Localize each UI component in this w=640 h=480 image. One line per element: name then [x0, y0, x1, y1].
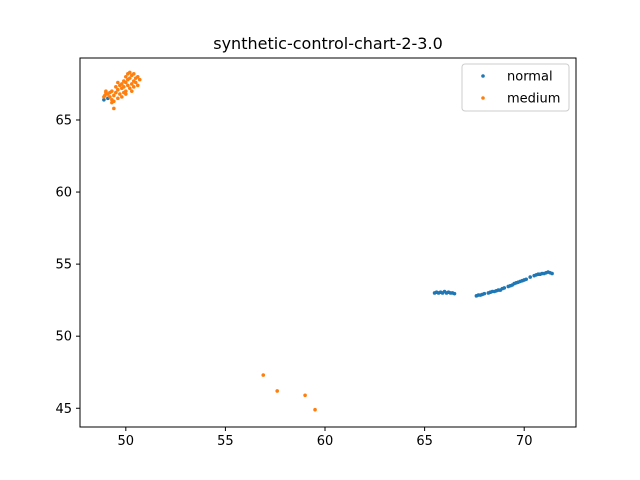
medium-point: [118, 92, 122, 96]
chart-title: synthetic-control-chart-2-3.0: [213, 34, 443, 53]
medium-point: [124, 80, 128, 85]
medium-point: [137, 77, 142, 82]
medium-point: [261, 373, 266, 377]
medium-point: [110, 100, 114, 105]
y-tick-label: 50: [55, 330, 72, 345]
normal-point: [502, 286, 507, 290]
medium-point: [126, 83, 130, 88]
medium-point: [124, 89, 128, 93]
y-axis: 45 50 55 60 65: [55, 113, 80, 417]
y-tick-label: 55: [55, 258, 72, 273]
legend-marker-medium: [481, 96, 485, 100]
normal-point: [528, 275, 532, 279]
normal-point: [452, 291, 457, 296]
medium-point: [129, 89, 134, 93]
x-tick-label: 70: [516, 434, 533, 449]
normal-point: [482, 291, 487, 296]
normal-point: [524, 277, 528, 282]
series-medium: [102, 70, 317, 412]
medium-point: [112, 93, 116, 98]
medium-point: [122, 85, 126, 89]
medium-point: [135, 83, 140, 88]
normal-point: [102, 98, 106, 102]
x-tick-label: 55: [217, 434, 234, 449]
x-tick-label: 60: [317, 434, 334, 449]
x-tick-label: 50: [118, 434, 135, 449]
y-tick-label: 45: [55, 402, 72, 417]
x-axis: 50 55 60 65 70: [118, 427, 533, 449]
legend: normal medium: [461, 63, 570, 112]
x-tick-label: 65: [416, 434, 433, 449]
plot-area: [102, 70, 554, 412]
medium-point: [116, 87, 120, 92]
medium-point: [112, 106, 116, 111]
medium-point: [303, 393, 307, 398]
medium-point: [128, 76, 132, 80]
medium-point: [124, 74, 128, 79]
legend-box: [461, 63, 570, 112]
medium-point: [120, 82, 124, 86]
medium-point: [131, 72, 136, 76]
medium-point: [114, 90, 118, 95]
medium-point: [133, 80, 138, 85]
medium-point: [275, 389, 280, 393]
medium-point: [103, 93, 107, 98]
legend-marker-normal: [481, 74, 485, 78]
medium-point: [120, 95, 124, 99]
medium-point: [116, 96, 120, 101]
plot-frame: [79, 57, 577, 428]
medium-point: [124, 92, 128, 96]
medium-point: [104, 89, 108, 93]
y-tick-label: 60: [55, 186, 72, 201]
medium-point: [114, 85, 118, 89]
medium-point: [135, 74, 140, 79]
medium-point: [128, 70, 132, 75]
legend-label-medium: medium: [507, 92, 560, 107]
medium-point: [116, 80, 120, 85]
medium-point: [129, 82, 134, 86]
medium-point: [131, 85, 136, 89]
medium-point: [110, 89, 114, 93]
normal-point: [550, 271, 554, 276]
medium-point: [313, 407, 317, 412]
medium-point: [128, 86, 132, 91]
legend-label-normal: normal: [507, 70, 553, 85]
medium-point: [108, 95, 112, 99]
y-tick-label: 65: [55, 113, 72, 128]
series-normal: [102, 96, 554, 298]
